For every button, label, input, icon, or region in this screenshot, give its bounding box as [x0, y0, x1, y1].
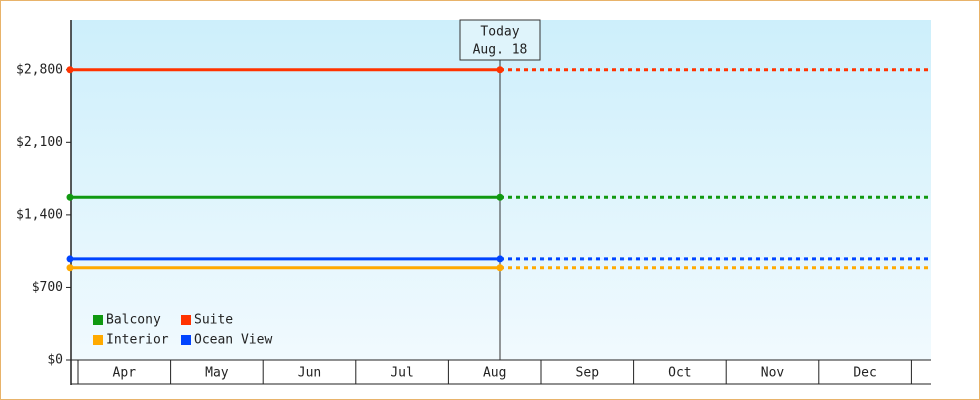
point [496, 255, 504, 263]
point [66, 66, 74, 74]
point [496, 264, 504, 272]
legend-swatch [181, 315, 191, 325]
today-date: Aug. 18 [473, 43, 528, 58]
point [496, 66, 504, 74]
legend-swatch [93, 335, 103, 345]
x-tick-label: Dec [853, 366, 876, 381]
x-tick-label: May [205, 366, 229, 381]
y-tick-label: $1,400 [16, 207, 63, 222]
legend-label: Ocean View [194, 333, 272, 348]
plot-area [71, 20, 931, 360]
legend-label: Interior [106, 333, 169, 348]
x-tick-label: Jul [390, 366, 413, 381]
x-tick-label: Apr [113, 366, 137, 381]
point [66, 255, 74, 263]
y-tick-label: $0 [47, 353, 63, 368]
point [496, 193, 504, 201]
x-tick-label: Aug [483, 366, 506, 381]
today-box [459, 19, 541, 61]
point [66, 264, 74, 272]
legend-swatch [93, 315, 103, 325]
x-tick-label: Jun [298, 366, 321, 381]
x-tick-label: Oct [668, 366, 691, 381]
today-title: Today [480, 25, 519, 40]
legend-label: Balcony [106, 313, 161, 328]
x-tick-label: Nov [761, 366, 785, 381]
y-tick-label: $2,100 [16, 135, 63, 150]
y-tick-label: $700 [32, 280, 63, 295]
legend-label: Suite [194, 313, 233, 328]
legend-swatch [181, 335, 191, 345]
point [66, 193, 74, 201]
x-tick-label: Sep [576, 366, 600, 381]
y-tick-label: $2,800 [16, 62, 63, 77]
